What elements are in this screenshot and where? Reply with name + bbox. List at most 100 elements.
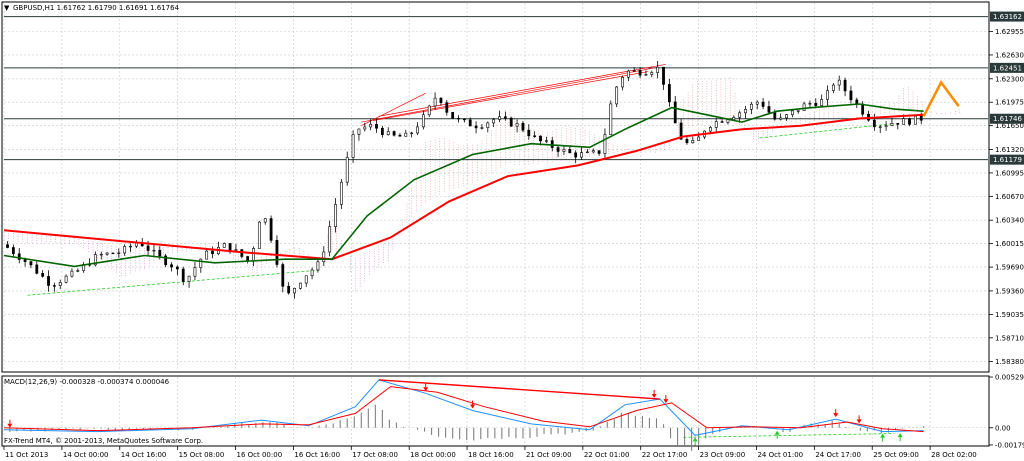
candle-body (656, 66, 660, 73)
price-tick-label: 1.62630 (995, 51, 1024, 59)
candle-body (123, 246, 127, 254)
candle-body (662, 66, 665, 85)
candle-body (421, 114, 425, 128)
main-grid (3, 3, 988, 371)
price-tick-label: 1.60340 (995, 217, 1024, 225)
trend-lines (27, 63, 895, 296)
time-tick-label: 22 Oct 01:00 (584, 451, 630, 459)
candle-body (521, 123, 525, 131)
candle-body (158, 249, 162, 257)
candle-body (375, 124, 378, 129)
candle-body (820, 99, 824, 106)
candle-body (597, 150, 601, 154)
price-tick-label: 1.59360 (995, 287, 1024, 295)
candle-body (527, 129, 531, 137)
candle-body (70, 270, 74, 277)
price-tick-label: 1.60670 (995, 193, 1024, 201)
candle-body (76, 270, 80, 272)
level-label-box (990, 11, 1024, 22)
time-tick-label: 16 Oct 00:00 (237, 451, 283, 459)
candle-body (322, 251, 326, 263)
candle-body (298, 282, 302, 289)
candle-body (650, 72, 654, 75)
candle-body (714, 121, 718, 128)
candle-body (638, 70, 642, 76)
candle-body (609, 103, 613, 136)
candle-body (146, 245, 150, 251)
candle-body (603, 134, 607, 154)
candle-body (831, 84, 835, 91)
candle-body (697, 136, 701, 141)
candle-body (621, 76, 624, 88)
ichimoku-cloud (3, 77, 961, 292)
time-tick-label: 11 Oct 2013 (5, 451, 48, 459)
candle-body (720, 121, 724, 123)
candle-body (503, 116, 507, 119)
candle-body (585, 151, 589, 154)
price-tick-label: 1.61320 (995, 146, 1024, 154)
price-tick-label: 1.61975 (995, 99, 1024, 107)
candle-body (433, 97, 437, 107)
candle-body (386, 131, 390, 135)
time-tick-label: 25 Oct 09:00 (873, 451, 919, 459)
candle-body (474, 125, 478, 129)
footer-copyright: FX-Trend MT4, © 2001-2013, MetaQuotes So… (4, 437, 203, 445)
candle-body (667, 84, 671, 103)
candle-body (843, 79, 847, 92)
candle-body (439, 97, 443, 103)
price-tick-label: 1.62955 (995, 28, 1024, 36)
candle-body (808, 103, 812, 105)
forecast-line (922, 80, 960, 117)
candle-body (802, 103, 806, 111)
candle-body (339, 181, 343, 205)
candle-body (673, 101, 677, 124)
signal-arrow-down-icon (833, 413, 839, 418)
candle-body (111, 252, 115, 255)
trend-line (361, 67, 655, 123)
candle-body (58, 282, 62, 286)
time-tick-label: 14 Oct 00:00 (63, 451, 109, 459)
candle-body (304, 275, 308, 284)
time-tick-label: 21 Oct 09:00 (526, 451, 572, 459)
level-label-box (990, 62, 1024, 73)
candle-body (451, 112, 455, 119)
price-axis-ticks: 1.62955 1.62630 1.62300 1.61975 1.61650 1.613… (989, 28, 1024, 366)
candle-body (773, 111, 777, 120)
candle-body (550, 140, 554, 148)
time-tick-label: 23 Oct 09:00 (700, 451, 746, 459)
price-tick-label: 1.61650 (995, 122, 1024, 130)
candle-body (41, 273, 45, 277)
candle-body (187, 275, 191, 282)
candle-body (222, 243, 226, 248)
candle-body (913, 115, 917, 125)
candle-body (257, 221, 261, 249)
candle-body (785, 114, 788, 119)
candle-body (351, 134, 355, 158)
candle-body (896, 122, 900, 125)
candle-body (363, 126, 367, 130)
candle-body (632, 70, 636, 72)
candle-body (380, 127, 384, 135)
candle-body (310, 269, 314, 277)
candle-body (591, 150, 595, 153)
candle-body (580, 152, 583, 158)
candle-body (287, 285, 291, 294)
candle-body (416, 126, 419, 134)
candle-body (744, 109, 747, 114)
signal-arrow-up-icon (897, 433, 903, 438)
level-label-box (990, 113, 1024, 124)
candle-body (170, 264, 173, 268)
candle-body (468, 119, 472, 127)
candle-body (884, 125, 888, 128)
time-axis-labels: 11 Oct 2013 14 Oct 00:00 14 Oct 16:00 15 Oc… (3, 446, 977, 459)
candle-body (211, 250, 214, 255)
time-tick-label: 17 Oct 08:00 (352, 451, 398, 459)
chart-menu-arrow-icon[interactable]: ▼ (4, 4, 10, 12)
candle-body (902, 118, 906, 125)
candle-body (498, 116, 501, 120)
candle-body (193, 267, 197, 277)
candle-body (908, 118, 911, 125)
candle-body (410, 132, 414, 135)
signal-arrow-down-icon (423, 387, 429, 392)
level-label-box (990, 154, 1024, 165)
